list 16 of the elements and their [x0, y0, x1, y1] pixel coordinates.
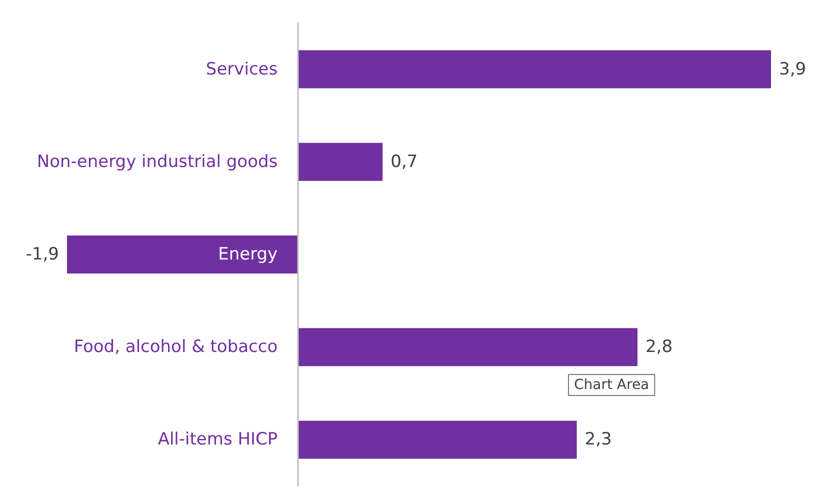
y-tick-label: Services [206, 59, 278, 80]
bar [67, 236, 298, 274]
y-tick-label: Food, alcohol & tobacco [74, 337, 278, 358]
data-label: 3,9 [779, 59, 806, 80]
data-label: 2,8 [645, 337, 673, 358]
bar [298, 328, 638, 366]
y-tick-label: Non-energy industrial goods [36, 152, 278, 172]
y-tick-label: Energy [218, 244, 278, 264]
annotation: Chart Area [574, 377, 650, 393]
bar [298, 420, 577, 459]
data-label: 0,7 [390, 152, 418, 172]
y-tick-label: All-items HICP [158, 430, 278, 450]
bar [298, 142, 383, 181]
data-label: 2,3 [584, 430, 612, 450]
data-label: -1,9 [26, 244, 59, 264]
bar [298, 50, 771, 88]
